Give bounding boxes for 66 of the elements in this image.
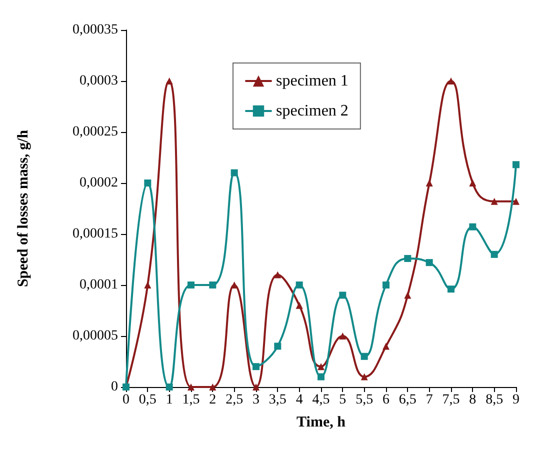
y-tick-label: 0,00005	[72, 328, 118, 344]
legend-label: specimen 1	[276, 72, 348, 90]
point	[252, 363, 260, 370]
point	[339, 332, 346, 340]
x-tick-label: 9	[512, 392, 520, 408]
y-tick-label: 0	[111, 380, 118, 394]
point	[230, 169, 238, 176]
point	[512, 161, 520, 168]
point	[382, 342, 390, 350]
point	[404, 254, 412, 262]
x-tick-label: 7,5	[442, 392, 460, 408]
y-axis-title: Speed of losses mass, g/h	[16, 129, 32, 288]
point	[274, 342, 282, 350]
point	[448, 78, 454, 84]
point	[166, 78, 173, 84]
x-tick-label: 0,5	[138, 392, 156, 408]
point	[144, 282, 152, 288]
x-tick-label: 1,5	[182, 392, 200, 408]
point	[490, 250, 498, 258]
point	[188, 384, 194, 390]
point	[318, 373, 324, 380]
x-tick-label: 5	[339, 392, 346, 408]
x-tick-label: 6	[382, 392, 390, 408]
point	[209, 282, 216, 288]
y-tick-label: 0,00025	[72, 124, 118, 140]
point	[469, 223, 476, 230]
point	[318, 363, 324, 370]
point	[360, 352, 368, 360]
point	[274, 271, 282, 278]
point	[469, 180, 476, 186]
x-tick-label: 2	[209, 392, 216, 408]
x-tick-label: 4	[296, 392, 303, 408]
point	[252, 384, 260, 390]
point	[339, 292, 346, 299]
point	[144, 180, 152, 186]
point	[512, 198, 520, 205]
point	[490, 198, 498, 205]
y-tick-label: 0,00035	[72, 22, 118, 38]
point	[296, 282, 303, 288]
x-tick-label: 1	[166, 392, 173, 408]
x-tick-label: 6,5	[398, 392, 416, 408]
point	[209, 384, 216, 390]
y-tick-label: 0,00015	[72, 226, 118, 242]
point	[426, 180, 433, 186]
y-tick-label: 0,0002	[80, 176, 118, 190]
legend-label: specimen 2	[276, 102, 348, 120]
x-tick-label: 3	[252, 392, 260, 408]
x-tick-label: 4,5	[312, 392, 330, 408]
x-tick-label: 3,5	[268, 392, 286, 408]
x-axis-title: Time, h	[296, 414, 346, 430]
point	[166, 384, 173, 390]
x-tick-label: 8	[469, 392, 476, 408]
x-tick-label: 7	[426, 392, 433, 408]
point	[448, 286, 454, 293]
y-tick-label: 0,0001	[80, 278, 118, 292]
x-tick-label: 5,5	[356, 392, 374, 408]
point	[188, 282, 194, 288]
point	[404, 292, 412, 299]
x-tick-label: 0	[122, 392, 130, 408]
point	[426, 259, 433, 266]
point	[360, 373, 368, 380]
point	[382, 282, 390, 288]
x-tick-label: 2,5	[226, 392, 244, 408]
point	[296, 302, 303, 309]
y-tick-label: 0,0003	[80, 74, 118, 88]
x-tick-label: 8,5	[486, 392, 504, 408]
